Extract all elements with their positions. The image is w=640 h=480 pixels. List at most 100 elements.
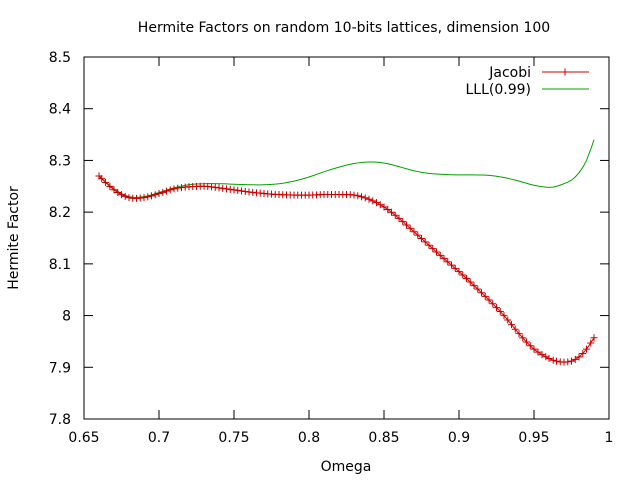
- data-point: [388, 208, 395, 216]
- data-point: [485, 296, 493, 304]
- data-point: [174, 184, 182, 192]
- data-point: [118, 191, 125, 199]
- chart-title: Hermite Factors on random 10-bits lattic…: [138, 20, 550, 36]
- legend-label-lll: LLL(0.99): [466, 82, 532, 98]
- y-tick-label: 8.5: [49, 50, 71, 66]
- data-point: [511, 325, 519, 333]
- data-point: [380, 203, 388, 211]
- data-point: [170, 185, 178, 193]
- data-point: [526, 342, 534, 350]
- data-point: [489, 300, 497, 308]
- x-tick-label: 0.9: [448, 430, 470, 446]
- data-point: [391, 211, 399, 219]
- data-point: [515, 330, 523, 338]
- data-point: [433, 248, 440, 256]
- legend-marker-jacobi: [561, 68, 569, 76]
- data-point: [530, 345, 538, 353]
- data-point: [579, 350, 587, 358]
- data-point: [534, 348, 542, 356]
- data-point: [238, 187, 245, 195]
- x-tick-label: 0.85: [368, 430, 399, 446]
- data-point: [399, 218, 407, 226]
- x-tick-label: 0.95: [518, 430, 549, 446]
- data-point: [481, 292, 489, 300]
- data-point: [466, 278, 474, 286]
- data-point: [451, 264, 459, 272]
- data-point: [519, 334, 527, 342]
- data-point: [410, 228, 418, 236]
- data-point: [151, 191, 159, 199]
- y-tick-label: 8.2: [49, 205, 71, 221]
- data-point: [234, 186, 242, 194]
- y-axis: 7.8 7.9 8 8.1 8.2 8.3 8.4 8.5: [49, 50, 609, 428]
- series-line: [98, 175, 595, 363]
- data-point: [373, 199, 380, 207]
- data-point: [369, 197, 377, 205]
- data-point: [365, 195, 373, 203]
- data-point: [219, 184, 227, 192]
- data-point: [500, 312, 508, 320]
- data-point: [545, 354, 553, 362]
- data-point: [395, 214, 403, 222]
- data-point: [406, 224, 414, 232]
- data-point: [144, 193, 152, 201]
- data-point: [444, 258, 452, 266]
- data-point: [553, 357, 560, 365]
- data-point: [463, 274, 470, 282]
- x-tick-label: 0.7: [148, 430, 170, 446]
- data-point: [583, 345, 590, 353]
- data-point: [230, 186, 238, 194]
- data-point: [102, 178, 110, 186]
- data-point: [455, 268, 463, 276]
- x-tick-label: 0.65: [68, 430, 99, 446]
- y-tick-label: 8.3: [49, 153, 71, 169]
- data-point: [418, 235, 425, 243]
- data-point: [98, 175, 106, 183]
- data-point: [523, 338, 530, 346]
- data-point: [478, 289, 485, 297]
- data-point: [414, 231, 422, 239]
- data-point: [350, 191, 358, 199]
- data-point: [425, 241, 433, 249]
- data-point: [538, 351, 546, 359]
- data-point: [493, 304, 500, 312]
- legend-label-jacobi: Jacobi: [488, 65, 531, 81]
- x-axis: 0.65 0.7 0.75 0.8 0.85 0.9 0.95 1: [68, 57, 613, 446]
- y-tick-label: 8.4: [49, 102, 71, 118]
- data-point: [376, 201, 384, 209]
- data-point: [421, 238, 429, 246]
- data-point: [590, 334, 598, 342]
- data-point: [542, 353, 550, 361]
- data-point: [358, 193, 365, 201]
- data-point: [564, 358, 572, 366]
- data-point: [440, 255, 448, 263]
- data-point: [114, 188, 122, 196]
- data-point: [125, 194, 133, 202]
- data-point: [470, 282, 478, 290]
- data-point: [429, 245, 437, 253]
- x-axis-title: Omega: [321, 459, 372, 475]
- x-tick-label: 0.8: [298, 430, 320, 446]
- x-tick-label: 0.75: [218, 430, 249, 446]
- data-point: [166, 186, 174, 194]
- data-point: [223, 185, 230, 193]
- y-tick-label: 7.9: [49, 360, 71, 376]
- data-point: [121, 192, 129, 200]
- data-point: [226, 185, 234, 193]
- data-point: [163, 187, 170, 195]
- data-point: [384, 206, 392, 214]
- data-point: [549, 356, 557, 364]
- data-point: [403, 221, 410, 229]
- data-point: [504, 316, 512, 324]
- data-point: [575, 353, 583, 361]
- data-point: [436, 251, 444, 259]
- series-jacobi: [95, 172, 598, 366]
- x-tick-label: 1: [605, 430, 614, 446]
- data-point: [587, 339, 595, 347]
- y-axis-title: Hermite Factor: [6, 186, 22, 290]
- data-point: [448, 261, 455, 269]
- y-tick-label: 7.8: [49, 412, 71, 428]
- data-point: [361, 194, 369, 202]
- data-point: [496, 307, 504, 315]
